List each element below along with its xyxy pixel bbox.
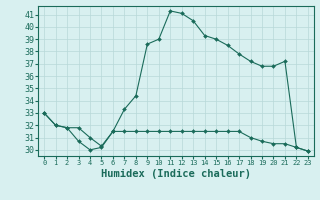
X-axis label: Humidex (Indice chaleur): Humidex (Indice chaleur): [101, 169, 251, 179]
